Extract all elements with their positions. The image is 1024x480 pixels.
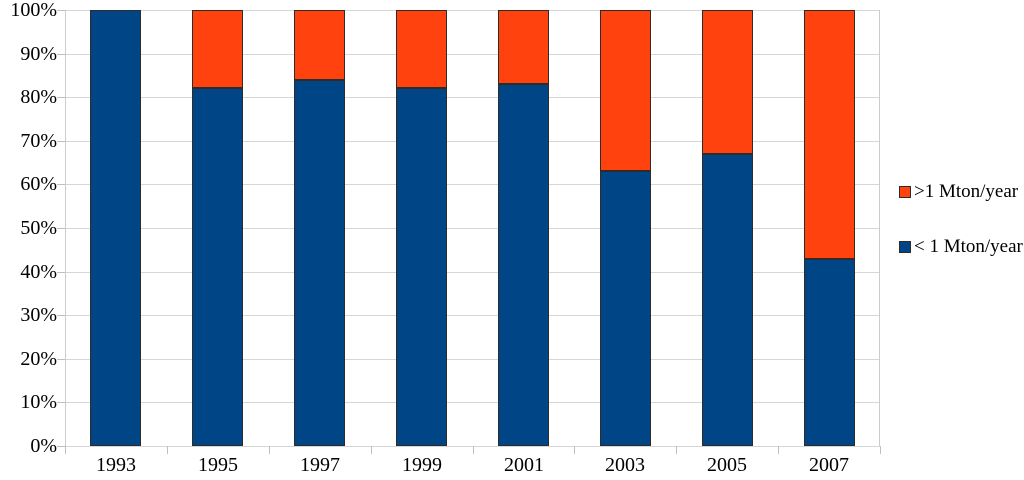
x-tick-label: 2001 — [504, 454, 544, 476]
x-tick-label: 2003 — [605, 454, 645, 476]
bar-segment — [498, 84, 549, 446]
legend-swatch — [899, 240, 911, 253]
y-tick-label: 40% — [20, 261, 57, 283]
legend-swatch — [899, 185, 911, 198]
gridline — [65, 402, 880, 403]
bar-segment — [294, 80, 345, 446]
bar-segment — [804, 10, 855, 259]
x-axis-tick — [167, 446, 168, 454]
y-tick-label: 100% — [10, 0, 57, 21]
bar-segment — [702, 154, 753, 446]
bar-segment — [396, 10, 447, 88]
y-axis-tick — [57, 54, 65, 55]
bar-segment — [192, 10, 243, 88]
gridline — [65, 54, 880, 55]
y-axis-tick — [57, 402, 65, 403]
x-axis-tick — [676, 446, 677, 454]
x-tick-label: 1999 — [402, 454, 442, 476]
y-axis-tick — [57, 359, 65, 360]
bar-segment — [498, 10, 549, 84]
x-axis-tick — [65, 446, 66, 454]
x-tick-label: 1997 — [300, 454, 340, 476]
y-axis-tick — [57, 141, 65, 142]
gridline — [65, 446, 880, 447]
x-axis-tick — [371, 446, 372, 454]
x-tick-label: 1993 — [96, 454, 136, 476]
y-tick-label: 0% — [30, 435, 57, 457]
y-axis-tick — [57, 184, 65, 185]
y-tick-label: 90% — [20, 43, 57, 65]
gridline — [65, 272, 880, 273]
y-tick-label: 30% — [20, 304, 57, 326]
bar-segment — [90, 10, 141, 446]
y-axis-tick — [57, 228, 65, 229]
legend-label: < 1 Mton/year — [914, 236, 1023, 257]
x-axis-tick — [880, 446, 881, 454]
y-tick-label: 80% — [20, 86, 57, 108]
x-tick-label: 1995 — [198, 454, 238, 476]
bar-segment — [192, 88, 243, 446]
legend-item: >1 Mton/year — [899, 182, 1018, 201]
x-axis-tick — [778, 446, 779, 454]
gridline — [65, 184, 880, 185]
gridline — [65, 97, 880, 98]
y-axis-tick — [57, 272, 65, 273]
legend-item: < 1 Mton/year — [899, 237, 1023, 256]
gridline — [65, 315, 880, 316]
y-axis-tick — [57, 315, 65, 316]
bar-segment — [294, 10, 345, 80]
y-tick-label: 20% — [20, 348, 57, 370]
bar-segment — [804, 259, 855, 446]
bar-segment — [396, 88, 447, 446]
y-axis-tick — [57, 97, 65, 98]
gridline — [65, 10, 880, 11]
x-axis-tick — [269, 446, 270, 454]
gridline — [65, 359, 880, 360]
plot-border — [879, 10, 880, 446]
y-tick-label: 60% — [20, 173, 57, 195]
bar-segment — [600, 10, 651, 171]
gridline — [65, 228, 880, 229]
x-tick-label: 2005 — [707, 454, 747, 476]
plot-border — [65, 10, 66, 446]
y-tick-label: 50% — [20, 217, 57, 239]
x-tick-label: 2007 — [809, 454, 849, 476]
y-axis-tick — [57, 446, 65, 447]
x-axis-tick — [473, 446, 474, 454]
bar-segment — [702, 10, 753, 154]
y-axis-tick — [57, 10, 65, 11]
gridline — [65, 141, 880, 142]
legend-label: >1 Mton/year — [914, 181, 1019, 202]
bar-segment — [600, 171, 651, 446]
x-axis-tick — [574, 446, 575, 454]
y-tick-label: 10% — [20, 391, 57, 413]
y-tick-label: 70% — [20, 130, 57, 152]
